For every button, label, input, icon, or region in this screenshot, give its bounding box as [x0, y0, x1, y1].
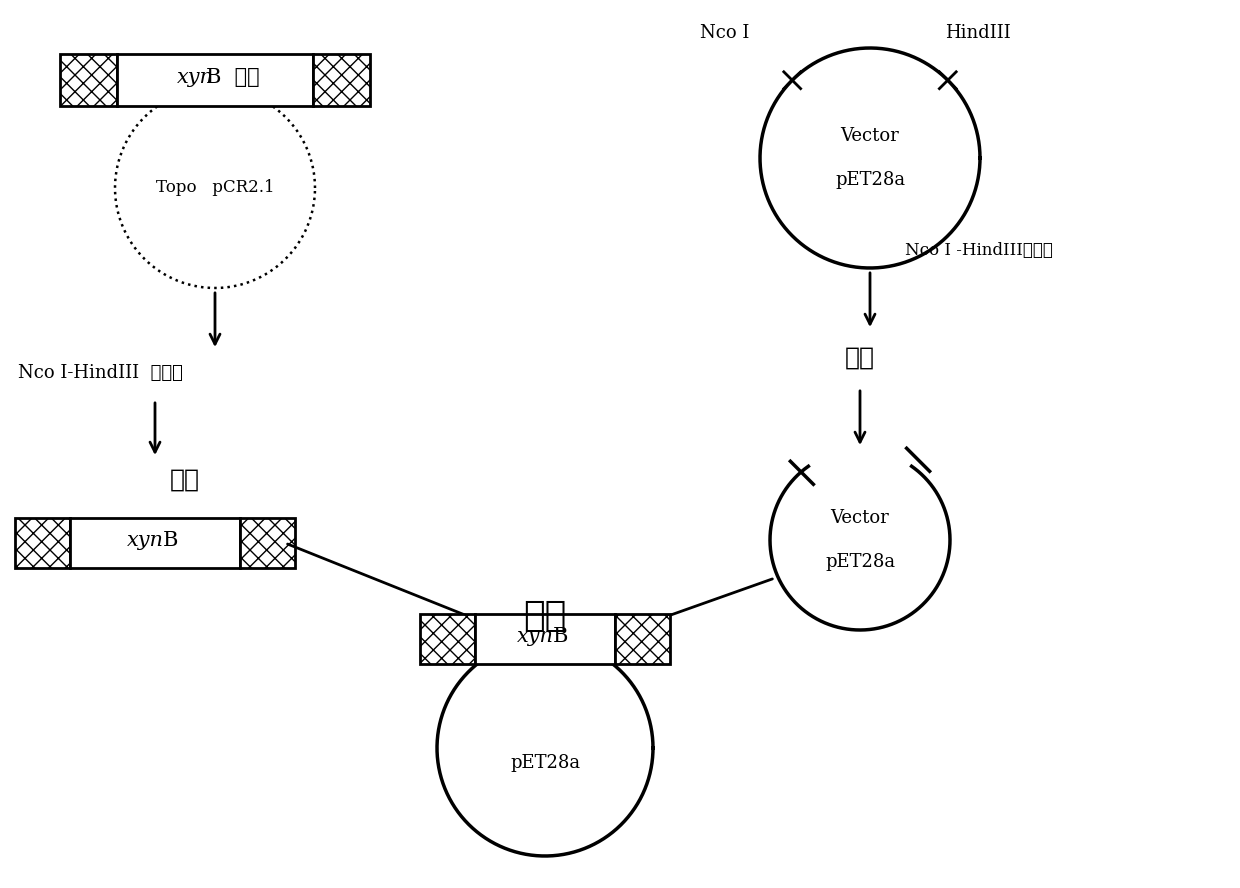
- Text: pET28a: pET28a: [835, 171, 905, 189]
- Text: pET28a: pET28a: [510, 754, 580, 772]
- Text: Vector: Vector: [841, 127, 899, 145]
- Text: 提纯: 提纯: [170, 468, 200, 492]
- Bar: [60, 54, 118, 106]
- Text: HindIII: HindIII: [945, 24, 1011, 42]
- Text: xyn: xyn: [517, 628, 553, 646]
- Bar: [312, 54, 370, 106]
- Text: B: B: [164, 532, 179, 551]
- Text: 连接: 连接: [523, 599, 567, 633]
- Text: Nco I-HindIII  双酶切: Nco I-HindIII 双酶切: [19, 364, 182, 382]
- Bar: [615, 614, 670, 664]
- Text: Nco I: Nco I: [701, 24, 749, 42]
- Bar: [118, 54, 312, 106]
- Text: Vector: Vector: [831, 509, 889, 527]
- Text: B  片段: B 片段: [206, 68, 260, 88]
- Text: xyn: xyn: [126, 532, 164, 551]
- Text: 提纯: 提纯: [844, 346, 875, 370]
- Bar: [420, 614, 475, 664]
- Bar: [15, 518, 69, 568]
- Bar: [241, 518, 295, 568]
- Text: Topo   pCR2.1: Topo pCR2.1: [156, 179, 274, 196]
- Bar: [475, 614, 615, 664]
- Text: B: B: [553, 628, 569, 646]
- Text: xyn: xyn: [176, 68, 213, 88]
- Bar: [69, 518, 241, 568]
- Text: pET28a: pET28a: [825, 553, 895, 571]
- Text: Nco I -HindIII双酶切: Nco I -HindIII双酶切: [905, 242, 1053, 258]
